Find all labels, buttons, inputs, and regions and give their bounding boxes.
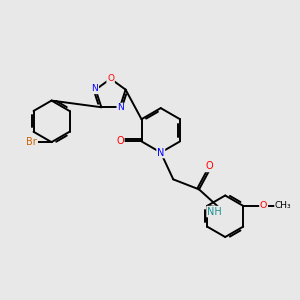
Text: N: N bbox=[117, 103, 124, 112]
Text: N: N bbox=[157, 148, 164, 158]
Text: O: O bbox=[205, 161, 213, 172]
Text: O: O bbox=[116, 136, 124, 146]
Text: CH₃: CH₃ bbox=[275, 201, 292, 210]
Text: O: O bbox=[107, 74, 114, 83]
Text: O: O bbox=[260, 201, 267, 210]
Text: NH: NH bbox=[207, 207, 222, 217]
Text: N: N bbox=[92, 84, 98, 93]
Text: Br: Br bbox=[26, 137, 37, 147]
